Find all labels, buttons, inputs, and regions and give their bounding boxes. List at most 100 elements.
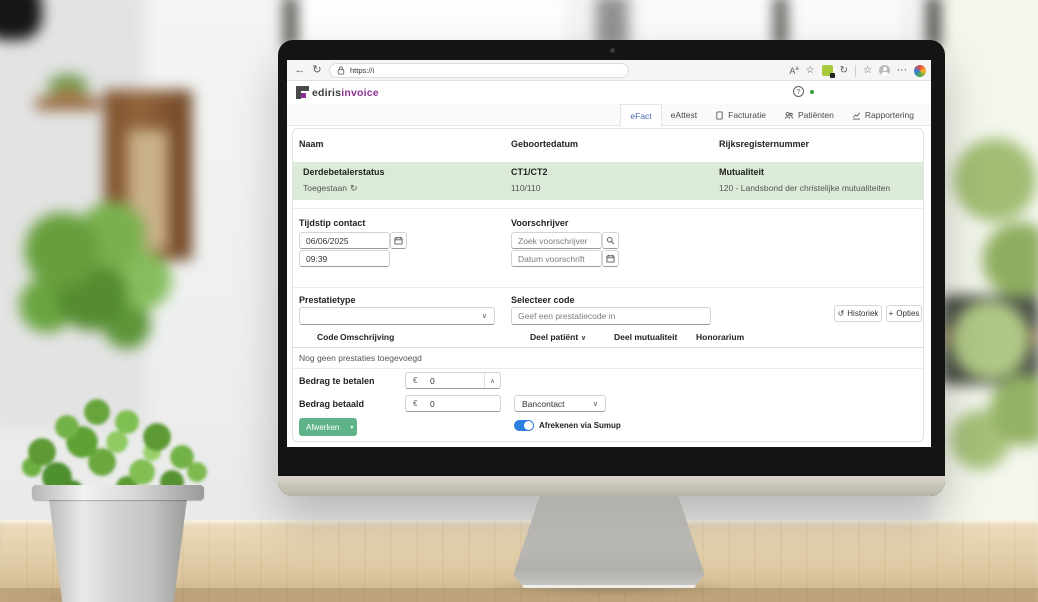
browser-window: ← ↻ https://i Aa ☆ ↻ ☆ ⋯	[287, 60, 931, 447]
voorschrijver-label: Voorschrijver	[511, 218, 569, 228]
payment-method-select[interactable]: Bancontact ∨	[514, 395, 606, 412]
bedrag-te-betalen-value[interactable]: 0	[430, 376, 435, 386]
refresh-button-icon[interactable]: ↻	[312, 64, 322, 76]
back-button-icon[interactable]: ←	[294, 64, 306, 76]
search-voorschrijver-button[interactable]	[602, 232, 619, 249]
favorite-star-icon[interactable]: ☆	[805, 64, 815, 76]
table-row-divider	[293, 368, 923, 369]
logo-mark-icon	[296, 86, 309, 99]
collections-icon[interactable]: ↻	[839, 64, 849, 76]
mutualiteit-label: Mutualiteit	[719, 167, 764, 177]
geboortedatum-label: Geboortedatum	[511, 139, 579, 149]
window-frame-corner	[0, 0, 42, 40]
rijksregisternummer-label: Rijksregisternummer	[719, 139, 810, 149]
bedrag-te-betalen-label: Bedrag te betalen	[299, 376, 375, 386]
bedrag-betaald-input[interactable]: € 0	[405, 395, 501, 412]
table-header-deel-patient[interactable]: Deel patiënt ∨	[530, 332, 587, 342]
opties-button[interactable]: + Opties	[886, 305, 922, 322]
contact-time-value[interactable]	[306, 253, 383, 264]
bedrag-betaald-label: Bedrag betaald	[299, 399, 365, 409]
toolbar-actions: Aa ☆ ↻ ☆ ⋯	[789, 60, 926, 81]
historiek-button[interactable]: ↺ Historiek	[834, 305, 882, 322]
tab-patienten[interactable]: Patiënten	[775, 104, 843, 126]
read-aloud-icon[interactable]: Aa	[789, 65, 799, 76]
tab-label: Rapportering	[864, 110, 914, 120]
table-empty-text: Nog geen prestaties toegevoegd	[299, 353, 422, 363]
historiek-button-label: Historiek	[847, 309, 879, 318]
browser-essentials-icon[interactable]: ☆	[863, 64, 872, 76]
derdebetalerstatus-label: Derdebetalerstatus	[303, 167, 385, 177]
zoek-voorschrijver-input[interactable]	[511, 232, 602, 249]
sync-icon[interactable]: ↻	[349, 183, 358, 193]
table-header-divider	[293, 347, 923, 348]
zoek-voorschrijver-field[interactable]	[518, 235, 595, 246]
extension-icon[interactable]	[821, 65, 835, 78]
tab-label: eAttest	[670, 110, 698, 120]
ct1-ct2-value: 110/110	[511, 183, 541, 193]
tab-label: Facturatie	[728, 110, 766, 120]
online-status-dot	[810, 90, 814, 94]
calendar-icon	[394, 236, 403, 245]
background-foliage-right	[935, 110, 1038, 480]
datum-voorschrift-input[interactable]	[511, 250, 602, 267]
tab-facturatie[interactable]: Facturatie	[706, 104, 775, 126]
app-header: edirisinvoice ?	[287, 81, 931, 104]
date-picker-button[interactable]	[390, 232, 407, 249]
url-text: https://i	[350, 66, 375, 75]
window-mullion	[774, 0, 787, 48]
payment-method-value: Bancontact	[522, 398, 565, 409]
afwerken-button[interactable]: Afwerken ▾	[299, 418, 357, 436]
user-avatar-icon[interactable]	[879, 65, 890, 76]
bedrag-te-betalen-input[interactable]: € 0 ∧	[405, 372, 501, 389]
table-header-code: Code	[317, 332, 339, 342]
contact-date-value[interactable]	[306, 235, 383, 246]
table-header-deel-mutualiteit: Deel mutualiteit	[614, 332, 678, 342]
profile-icon[interactable]	[914, 64, 926, 77]
patient-contact-card: Naam Geboortedatum Rijksregisternummer D…	[292, 128, 924, 442]
app-title: edirisinvoice	[312, 86, 379, 99]
plant-pot-rim	[32, 485, 204, 500]
tab-rapportering[interactable]: Rapportering	[843, 104, 923, 126]
history-icon: ↺	[837, 309, 845, 318]
sumup-toggle-label: Afrekenen via Sumup	[539, 421, 621, 430]
document-icon	[716, 110, 723, 120]
chevron-down-icon: ∨	[592, 400, 598, 408]
opties-button-label: Opties	[896, 309, 920, 318]
naam-label: Naam	[299, 139, 324, 149]
euro-sign: €	[413, 399, 418, 408]
table-header-omschrijving: Omschrijving	[340, 332, 395, 342]
tijdstip-contact-label: Tijdstip contact	[299, 218, 366, 228]
wall-shelf	[36, 97, 100, 110]
tab-efact[interactable]: eFact	[620, 104, 662, 127]
monitor-stand	[513, 494, 705, 588]
prestatietype-select[interactable]: ∨	[299, 307, 495, 325]
webcam-dot	[609, 48, 615, 53]
contact-date-input[interactable]	[299, 232, 390, 249]
afwerken-button-label: Afwerken	[306, 422, 340, 432]
amount-stepper[interactable]: ∧	[484, 373, 500, 388]
lock-icon	[337, 66, 345, 75]
app-logo[interactable]: edirisinvoice	[296, 86, 379, 99]
chart-icon	[852, 112, 860, 120]
voorschrift-date-picker-button[interactable]	[602, 250, 619, 267]
dropdown-caret-icon[interactable]: ▾	[350, 424, 354, 431]
tab-label: eFact	[630, 110, 652, 121]
monitor-chin	[278, 476, 945, 496]
contact-time-input[interactable]	[299, 250, 390, 267]
tab-eattest[interactable]: eAttest	[662, 104, 706, 126]
address-bar[interactable]: https://i	[329, 63, 629, 78]
datum-voorschrift-field[interactable]	[518, 253, 595, 264]
prestatiecode-input[interactable]	[511, 307, 711, 325]
tab-label: Patiënten	[797, 110, 834, 120]
help-icon[interactable]: ?	[793, 86, 804, 97]
table-header-honorarium: Honorarium	[696, 332, 745, 342]
background-plant-left	[2, 180, 197, 375]
toolbar-divider	[855, 64, 857, 77]
more-menu-icon[interactable]: ⋯	[897, 64, 907, 76]
prestatiecode-field[interactable]	[518, 311, 704, 321]
section-divider	[293, 208, 923, 209]
browser-toolbar: ← ↻ https://i Aa ☆ ↻ ☆ ⋯	[287, 60, 931, 81]
sumup-toggle[interactable]	[514, 420, 534, 431]
bedrag-betaald-value[interactable]: 0	[430, 399, 435, 409]
